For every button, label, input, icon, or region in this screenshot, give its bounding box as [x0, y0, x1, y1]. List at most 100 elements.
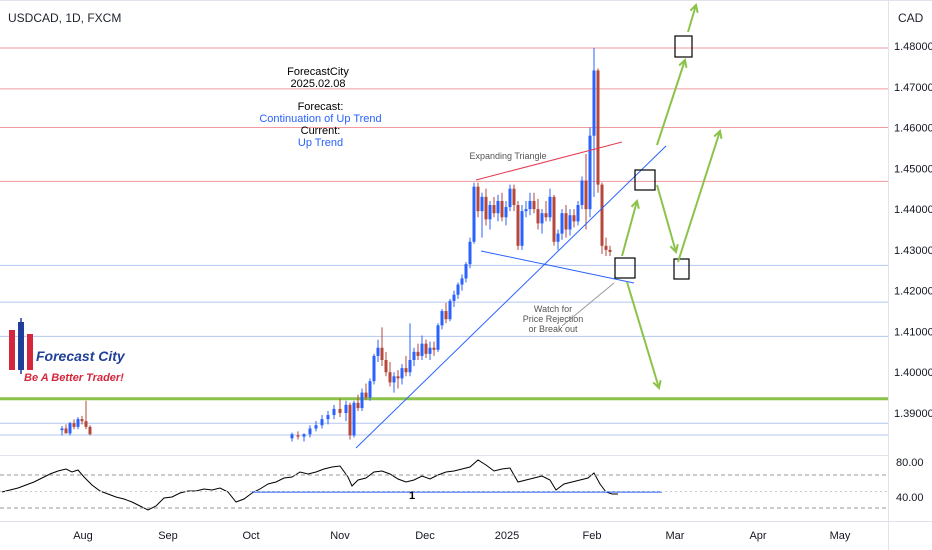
time-tick-label: Aug — [73, 530, 93, 542]
candle-body — [64, 428, 68, 434]
price-tick-label: 1.40000 — [894, 367, 932, 379]
candles — [60, 48, 612, 442]
current-label: Current: — [300, 125, 341, 137]
horizontal-levels — [0, 47, 888, 436]
price-tick-label: 1.47000 — [894, 82, 932, 94]
candle-body — [352, 402, 356, 436]
rsi-marker: 1 — [408, 490, 416, 502]
candle-body — [584, 180, 588, 210]
candle-body — [338, 408, 342, 413]
rsi-tick-label: 40.00 — [896, 492, 924, 504]
candle-body — [496, 200, 500, 214]
time-tick-label: Nov — [330, 530, 350, 542]
candle-body — [472, 186, 476, 242]
candle-body — [576, 205, 580, 222]
projection-arrow — [656, 59, 686, 146]
arrow-head — [652, 379, 662, 390]
price-tick-label: 1.43000 — [894, 245, 932, 257]
candle-body — [368, 381, 372, 398]
candle-body — [568, 215, 572, 230]
candle-body — [416, 351, 420, 356]
price-tick-label: 1.42000 — [894, 286, 932, 298]
candle-body — [552, 196, 556, 242]
candle-body — [364, 392, 368, 398]
target-box — [674, 35, 693, 58]
candle-body — [484, 196, 488, 220]
candle-body — [460, 278, 464, 285]
candle-body — [444, 311, 448, 320]
forecast-value: Continuation of Up Trend — [259, 113, 382, 125]
forecast-city-logo — [9, 318, 33, 374]
time-tick-label: Feb — [583, 530, 602, 542]
candle-body — [440, 311, 444, 326]
logo-title: Forecast City — [36, 348, 125, 364]
candle-body — [540, 213, 544, 224]
candle-body — [596, 70, 600, 185]
candle-body — [290, 434, 294, 439]
candle-body — [376, 347, 380, 356]
candle-body — [296, 435, 300, 437]
candle-body — [344, 404, 348, 413]
candle-body — [384, 359, 388, 373]
candle-body — [564, 213, 568, 230]
arrow-head — [669, 243, 679, 255]
candle-body — [548, 196, 552, 218]
candle-body — [320, 419, 324, 426]
candle-body — [456, 284, 460, 295]
arrow-head — [678, 58, 688, 69]
candle-body — [544, 213, 548, 218]
notes-block: ForecastCity 2025.02.08 — [258, 66, 378, 90]
candle-body — [572, 215, 576, 222]
candle-body — [72, 423, 76, 427]
price-tick-label: 1.44000 — [894, 204, 932, 216]
date-note: 2025.02.08 — [290, 78, 346, 90]
candle-body — [420, 343, 424, 356]
uptrend-line — [355, 145, 667, 449]
watch-line-2: Price Rejection — [522, 314, 584, 324]
candle-body — [524, 209, 528, 212]
candle-body — [326, 415, 330, 420]
time-tick-label: Mar — [666, 530, 685, 542]
price-tick-label: 1.48000 — [894, 41, 932, 53]
candle-body — [592, 70, 596, 136]
candle-body — [608, 249, 612, 252]
candle-body — [512, 188, 516, 206]
candle-body — [308, 428, 312, 435]
time-tick-label: Oct — [242, 530, 259, 542]
candle-body — [404, 368, 408, 373]
candle-body — [532, 200, 536, 210]
target-box — [673, 258, 690, 280]
time-tick-label: Sep — [158, 530, 178, 542]
arrow-head — [630, 198, 640, 210]
watch-note: Watch for Price Rejection or Break out — [514, 304, 592, 334]
candle-body — [580, 180, 584, 206]
target-box — [634, 169, 656, 191]
candle-body — [516, 205, 520, 246]
candle-body — [500, 200, 504, 218]
candle-body — [314, 425, 318, 429]
watch-line-1: Watch for — [533, 304, 573, 314]
candle-body — [468, 241, 472, 265]
candle-body — [88, 426, 92, 435]
candle-body — [60, 428, 64, 431]
candle-body — [356, 402, 360, 409]
candle-body — [600, 184, 604, 246]
symbol-title: USDCAD, 1D, FXCM — [8, 11, 122, 25]
triangle-lower-line — [480, 250, 635, 284]
time-tick-label: Apr — [749, 530, 766, 542]
price-tick-label: 1.45000 — [894, 163, 932, 175]
projection-arrow — [687, 4, 697, 33]
candle-body — [480, 196, 484, 212]
price-tick-label: 1.41000 — [894, 326, 932, 338]
candle-body — [432, 347, 436, 350]
candle-body — [332, 408, 336, 416]
projection-arrow — [656, 184, 677, 253]
watch-line-3: or Break out — [528, 324, 578, 334]
candle-body — [372, 355, 376, 382]
candle-body — [492, 205, 496, 214]
arrow-head — [713, 129, 723, 140]
forecast-label: Forecast: — [297, 101, 344, 113]
candle-body — [400, 368, 404, 379]
